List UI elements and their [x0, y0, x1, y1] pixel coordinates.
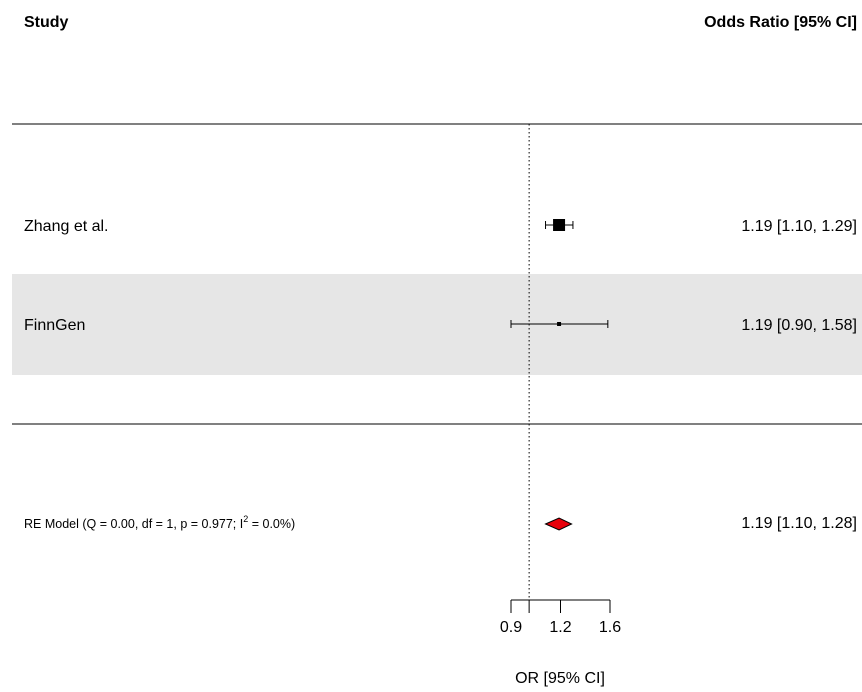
x-tick-label: 1.2: [549, 619, 571, 636]
summary-estimate-text: 1.19 [1.10, 1.28]: [741, 515, 857, 532]
estimate-column-header: Odds Ratio [95% CI]: [704, 14, 857, 31]
x-axis: 0.9 1.2 1.6: [500, 599, 621, 636]
x-tick-label: 1.6: [599, 619, 621, 636]
summary-label-superscript: 2: [243, 514, 248, 524]
shaded-row-band: [12, 274, 862, 375]
summary-label-end: = 0.0%): [248, 517, 295, 531]
study-column-header: Study: [24, 14, 69, 31]
summary-row: RE Model (Q = 0.00, df = 1, p = 0.977; I…: [24, 514, 857, 532]
summary-diamond: [544, 517, 573, 531]
summary-label-main: RE Model (Q = 0.00, df = 1, p = 0.977; I: [24, 517, 243, 531]
x-tick-label: 0.9: [500, 619, 522, 636]
study-row: Zhang et al. 1.19 [1.10, 1.29]: [24, 218, 857, 235]
study-row: FinnGen 1.19 [0.90, 1.58]: [24, 317, 857, 334]
point-estimate-square: [557, 322, 562, 326]
summary-label: RE Model (Q = 0.00, df = 1, p = 0.977; I…: [24, 514, 295, 531]
row-shading: [12, 274, 862, 375]
study-estimate-text: 1.19 [0.90, 1.58]: [741, 317, 857, 334]
study-rows: Zhang et al. 1.19 [1.10, 1.29] FinnGen 1.19…: [24, 218, 857, 334]
x-axis-label: OR [95% CI]: [515, 670, 605, 687]
point-estimate-square: [553, 219, 566, 231]
study-name: FinnGen: [24, 317, 85, 334]
study-estimate-text: 1.19 [1.10, 1.29]: [741, 218, 857, 235]
study-name: Zhang et al.: [24, 218, 109, 235]
